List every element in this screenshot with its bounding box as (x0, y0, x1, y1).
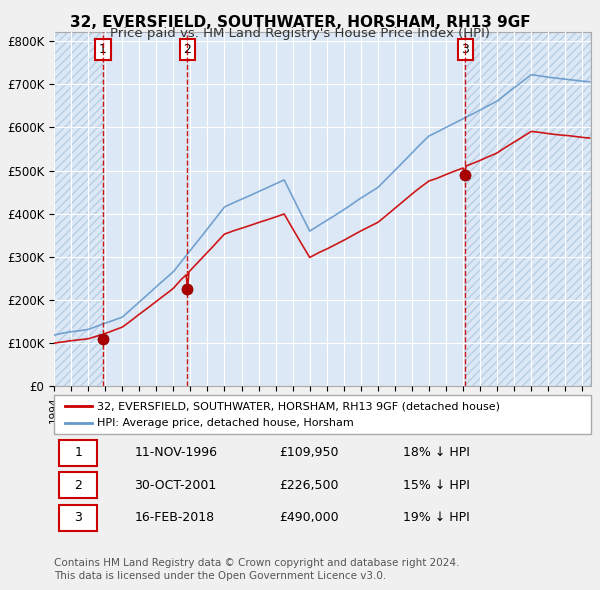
FancyBboxPatch shape (54, 395, 591, 434)
FancyBboxPatch shape (59, 440, 97, 466)
Text: 32, EVERSFIELD, SOUTHWATER, HORSHAM, RH13 9GF (detached house): 32, EVERSFIELD, SOUTHWATER, HORSHAM, RH1… (97, 401, 500, 411)
FancyBboxPatch shape (59, 472, 97, 498)
FancyBboxPatch shape (59, 505, 97, 531)
Text: HPI: Average price, detached house, Horsham: HPI: Average price, detached house, Hors… (97, 418, 354, 428)
Text: 3: 3 (461, 43, 469, 56)
Text: 15% ↓ HPI: 15% ↓ HPI (403, 478, 470, 492)
Text: This data is licensed under the Open Government Licence v3.0.: This data is licensed under the Open Gov… (54, 571, 386, 581)
Text: 19% ↓ HPI: 19% ↓ HPI (403, 511, 470, 525)
Text: £109,950: £109,950 (280, 446, 339, 460)
Bar (54, 32, 103, 386)
Text: 11-NOV-1996: 11-NOV-1996 (134, 446, 218, 460)
Text: 1: 1 (74, 446, 82, 460)
Text: £226,500: £226,500 (280, 478, 339, 492)
Text: 18% ↓ HPI: 18% ↓ HPI (403, 446, 470, 460)
Text: 30-OCT-2001: 30-OCT-2001 (134, 478, 217, 492)
Text: 16-FEB-2018: 16-FEB-2018 (134, 511, 215, 525)
Text: £490,000: £490,000 (280, 511, 339, 525)
Bar (465, 32, 591, 386)
Text: 1: 1 (99, 43, 107, 56)
Bar (54, 32, 103, 386)
Text: 2: 2 (74, 478, 82, 492)
Text: 32, EVERSFIELD, SOUTHWATER, HORSHAM, RH13 9GF: 32, EVERSFIELD, SOUTHWATER, HORSHAM, RH1… (70, 15, 530, 30)
Text: Price paid vs. HM Land Registry's House Price Index (HPI): Price paid vs. HM Land Registry's House … (110, 27, 490, 40)
Text: 2: 2 (184, 43, 191, 56)
Text: 3: 3 (74, 511, 82, 525)
Text: Contains HM Land Registry data © Crown copyright and database right 2024.: Contains HM Land Registry data © Crown c… (54, 558, 460, 568)
